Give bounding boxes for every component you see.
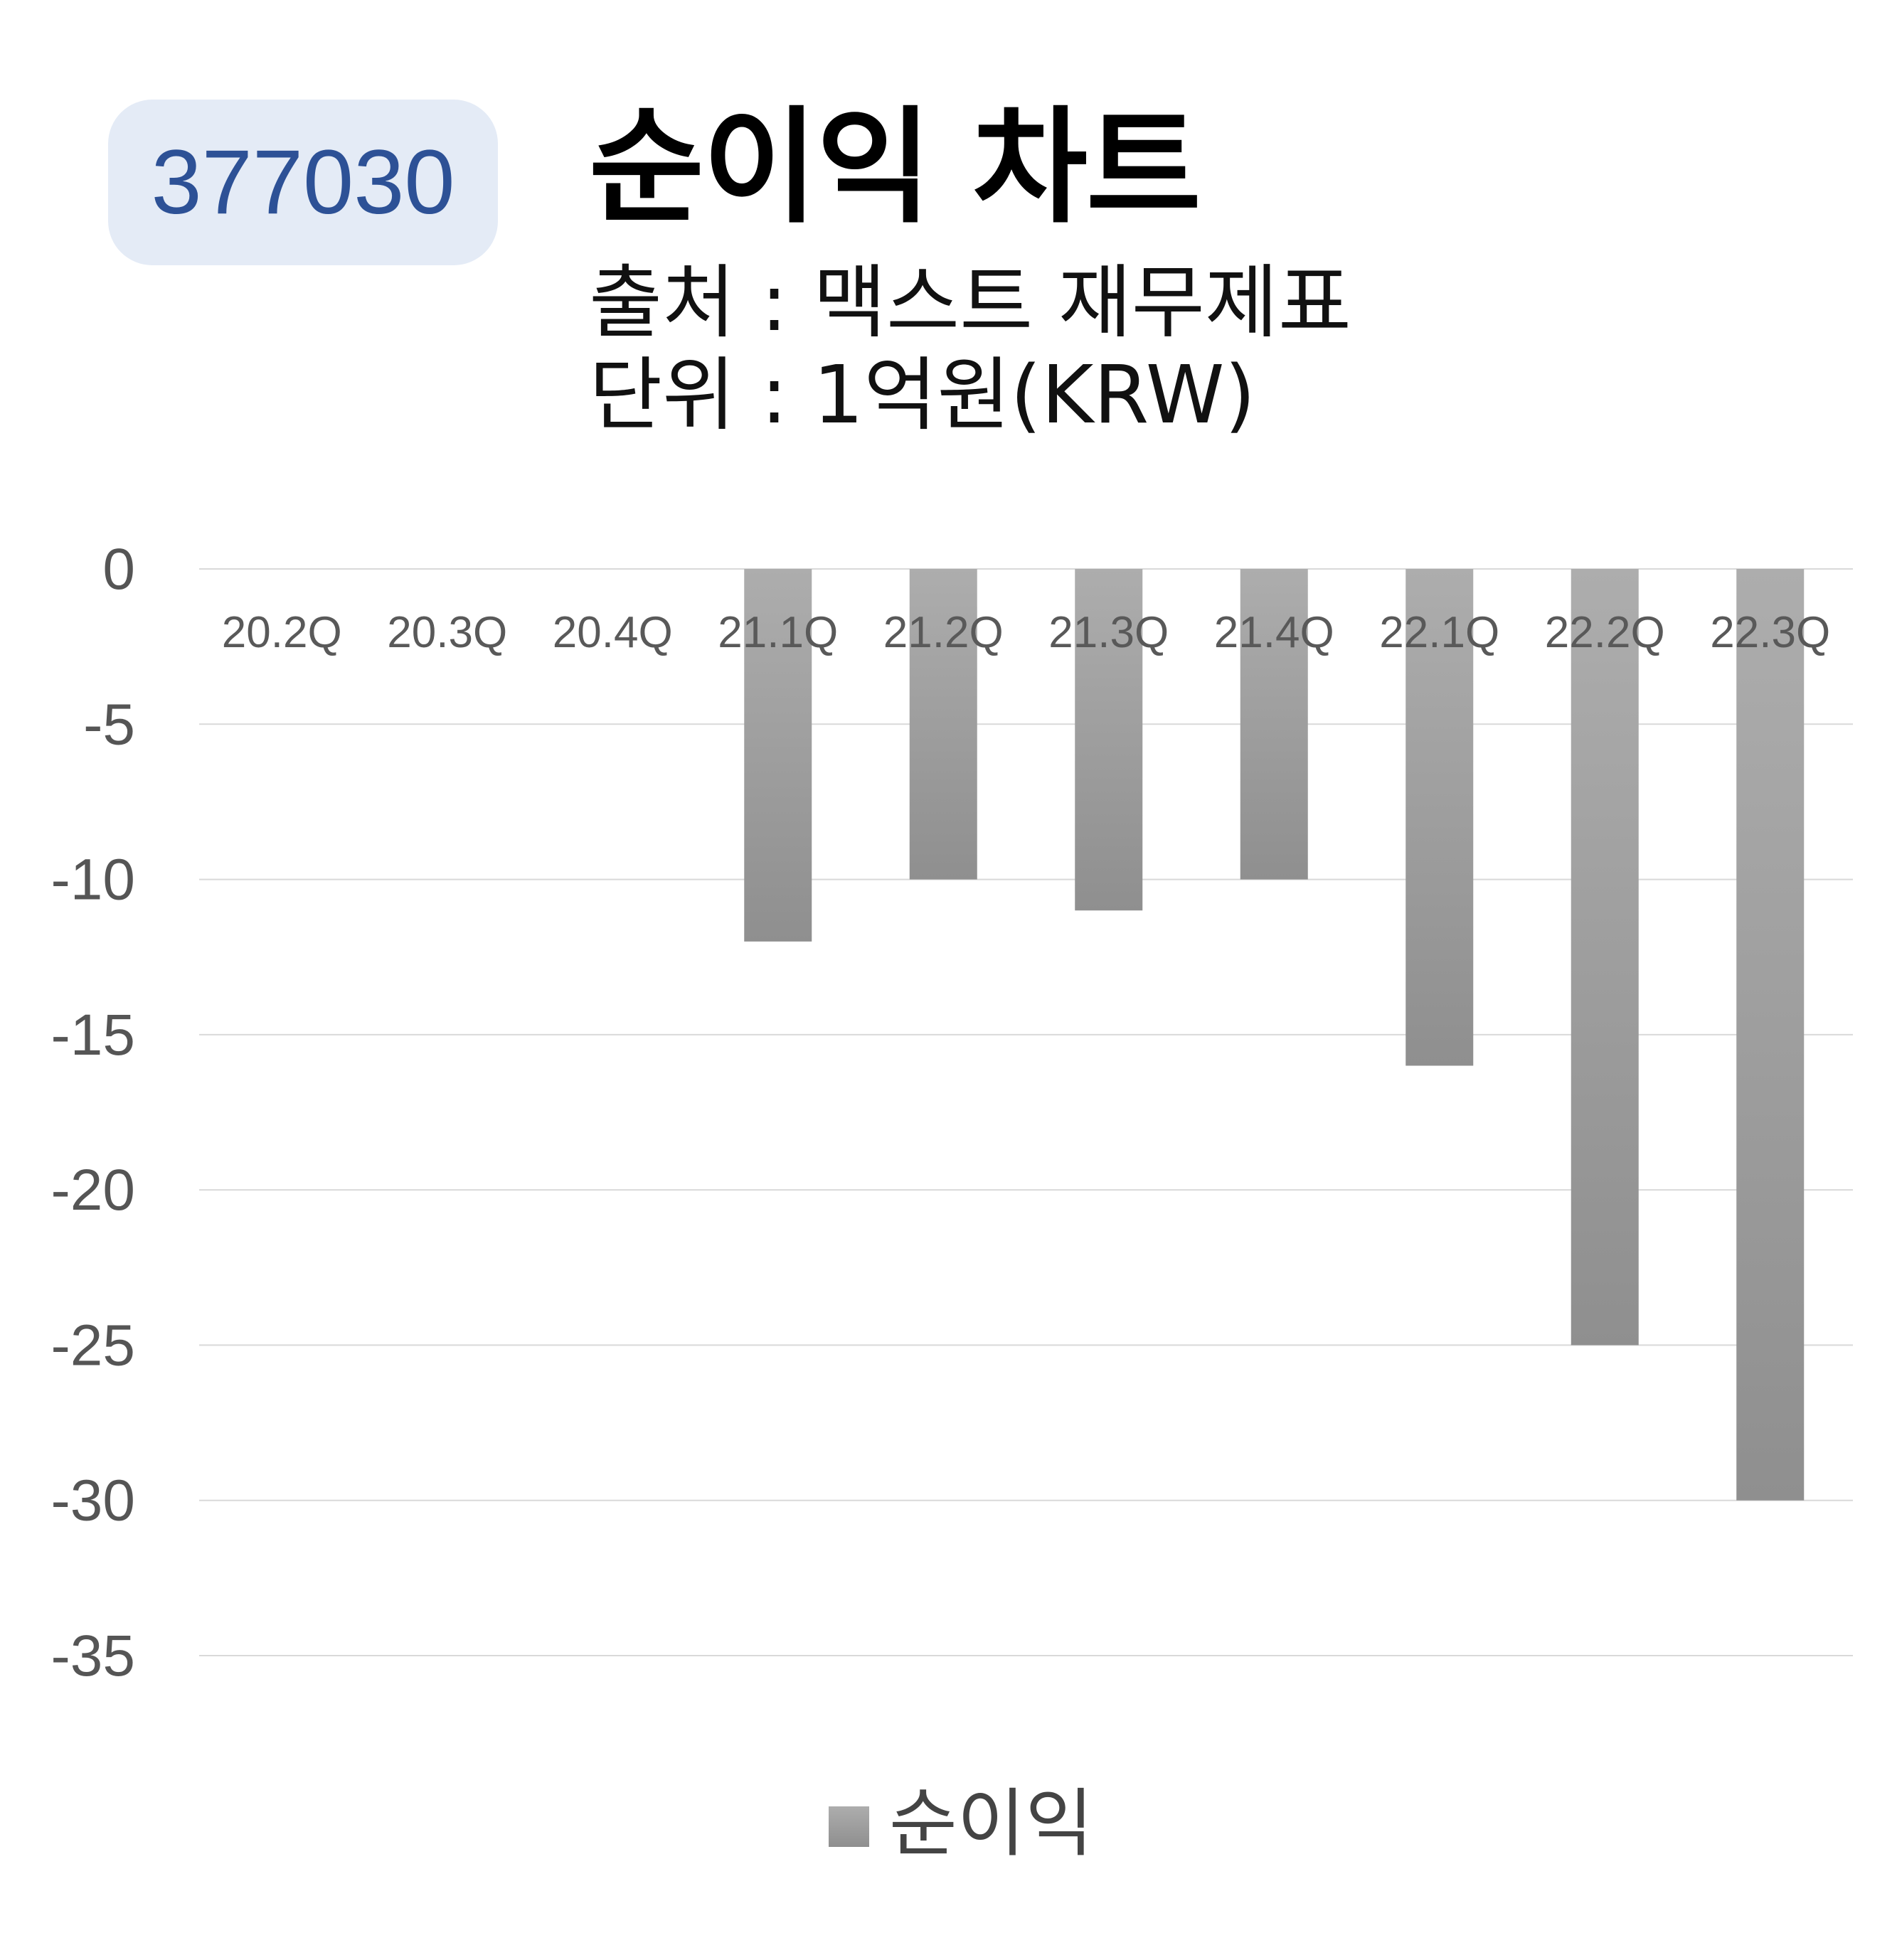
x-category-label: 21.3Q [1048,608,1169,657]
source-line: 출처 : 맥스트 재무제표 [589,257,1351,349]
unit-line: 단위 : 1억원(KRW) [589,349,1256,442]
y-axis-ticks: 0 -5 -10 -15 -20 -25 -30 -35 [51,537,135,1688]
bar-21.1Q [744,569,812,942]
x-category-label: 20.4Q [553,608,673,657]
legend-swatch [829,1806,869,1847]
bars [744,569,1805,1501]
bar-22.2Q [1571,569,1639,1346]
category-labels: 20.2Q 20.3Q 20.4Q 21.1Q 21.2Q 21.3Q 21.4Q 22.1Q… [222,608,1830,657]
y-tick-label: -15 [51,1003,135,1067]
x-category-label: 21.1Q [718,608,838,657]
y-tick-label: -35 [51,1624,135,1688]
bar-21.3Q [1075,569,1143,911]
y-tick-label: -5 [83,692,135,757]
y-tick-label: -20 [51,1158,135,1223]
bar-22.1Q [1406,569,1474,1066]
stock-code: 377030 [151,132,455,233]
x-category-label: 22.2Q [1545,608,1665,657]
y-tick-label: -10 [51,848,135,912]
stock-code-badge: 377030 [108,100,498,265]
y-tick-label: -25 [51,1313,135,1378]
x-category-label: 22.1Q [1379,608,1499,657]
bar-22.3Q [1736,569,1805,1501]
x-category-label: 20.2Q [222,608,342,657]
y-tick-label: 0 [102,537,135,602]
gridlines [199,568,1853,1656]
legend: 순이익 [829,1780,1093,1867]
x-category-label: 21.4Q [1214,608,1334,657]
x-category-label: 22.3Q [1710,608,1830,657]
bar-21.4Q [1240,569,1308,880]
y-tick-label: -30 [51,1469,135,1533]
x-category-label: 21.2Q [883,608,1004,657]
x-category-label: 20.3Q [387,608,507,657]
legend-label-series-1: 순이익 [889,1780,1093,1867]
chart-title: 순이익 차트 [589,95,1201,240]
bar-21.2Q [909,569,977,880]
